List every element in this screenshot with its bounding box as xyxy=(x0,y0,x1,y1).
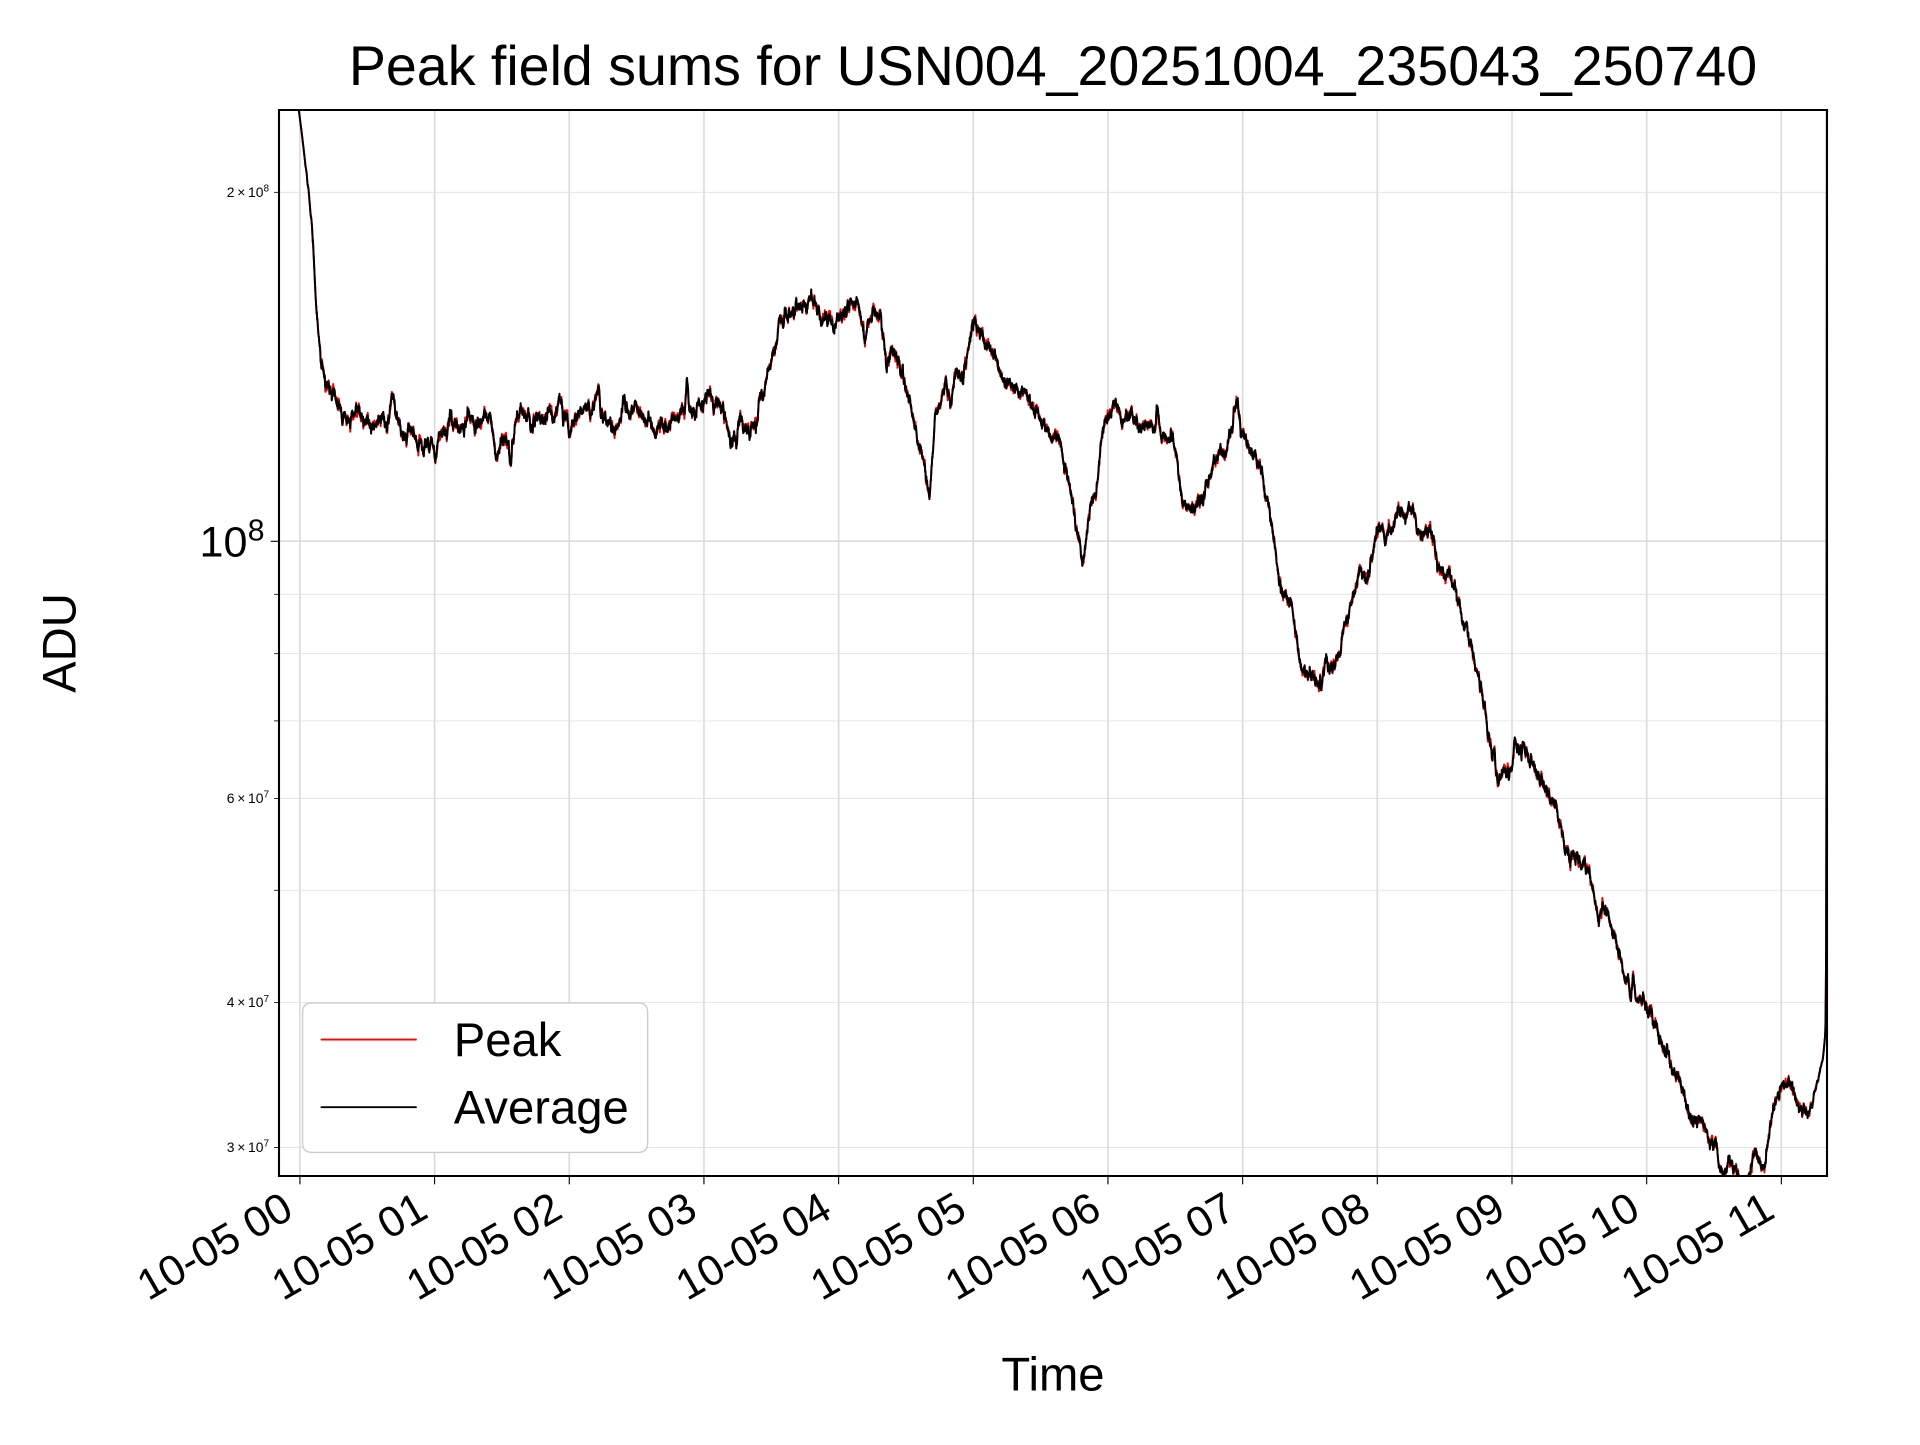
svg-text:ADU: ADU xyxy=(34,593,87,693)
svg-text:Time: Time xyxy=(1001,1348,1104,1401)
svg-text:Peak field sums for USN004_202: Peak field sums for USN004_20251004_2350… xyxy=(349,35,1757,97)
svg-text:Average: Average xyxy=(454,1082,629,1135)
svg-text:Peak: Peak xyxy=(454,1014,562,1067)
